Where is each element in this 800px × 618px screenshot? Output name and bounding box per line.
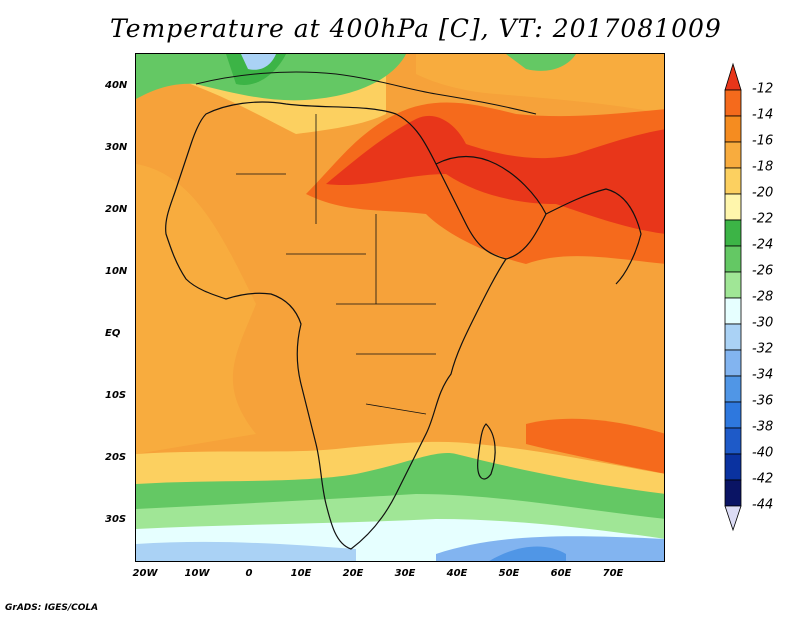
north-blue-patch (241, 54, 276, 70)
colorbar-label: -26 (752, 263, 774, 279)
lat-label-eq: EQ (105, 328, 121, 339)
lat-label-10s: 10S (105, 390, 127, 401)
lon-label-20e: 20E (342, 568, 364, 579)
lon-label-0: 0 (245, 568, 253, 579)
colorbar-label: -14 (752, 107, 774, 123)
colorbar-label: -22 (752, 211, 774, 227)
south-blue-west (136, 541, 356, 561)
colorbar-label: -34 (752, 367, 774, 383)
colorbar-swatch (724, 375, 742, 403)
lon-label-70e: 70E (602, 568, 624, 579)
colorbar-swatch (724, 323, 742, 351)
lat-label-40n: 40N (105, 80, 128, 91)
colorbar-swatch (724, 193, 742, 221)
india-coastline (545, 188, 642, 285)
colorbar-label: -36 (752, 393, 774, 409)
colorbar-swatch (724, 89, 742, 117)
arabia-coastline (435, 155, 547, 260)
footer-credit: GrADS: IGES/COLA (5, 603, 99, 613)
colorbar-label: -18 (752, 159, 774, 175)
lat-label-20s: 20S (105, 452, 127, 463)
map-title: Temperature at 400hPa [C], VT: 201708100… (110, 14, 722, 43)
southeast-warm (526, 418, 664, 474)
lat-label-30n: 30N (105, 142, 128, 153)
lon-label-20w: 20W (132, 568, 158, 579)
northeast-green (506, 54, 576, 71)
colorbar-top-arrow (724, 62, 742, 91)
colorbar-label: -42 (752, 471, 774, 487)
colorbar-label: -20 (752, 185, 774, 201)
colorbar-swatch (724, 219, 742, 247)
lat-label-20n: 20N (105, 204, 128, 215)
madagascar-coastline (477, 423, 496, 480)
lon-label-50e: 50E (498, 568, 520, 579)
africa-coastline (165, 101, 507, 550)
lon-label-10e: 10E (290, 568, 312, 579)
colorbar-swatch (724, 297, 742, 325)
temperature-map (135, 53, 665, 562)
colorbar-swatch (724, 115, 742, 143)
colorbar-label: -28 (752, 289, 774, 305)
colorbar-label: -16 (752, 133, 774, 149)
north-green-band (136, 54, 406, 101)
colorbar-label: -44 (752, 497, 774, 513)
colorbar-swatch (724, 453, 742, 481)
colorbar-swatch (724, 141, 742, 169)
colorbar-swatch (724, 427, 742, 455)
colorbar-swatch (724, 271, 742, 299)
atlantic-field (136, 164, 256, 454)
lon-label-30e: 30E (394, 568, 416, 579)
colorbar-label: -24 (752, 237, 774, 253)
northeast-strip (416, 54, 664, 114)
lat-label-30s: 30S (105, 514, 127, 525)
colorbar-label: -32 (752, 341, 774, 357)
mediterranean-coastline (195, 71, 537, 115)
colorbar-swatch (724, 349, 742, 377)
colorbar-swatch (724, 479, 742, 507)
colorbar-label: -12 (752, 81, 774, 97)
lon-label-60e: 60E (550, 568, 572, 579)
lat-label-10n: 10N (105, 266, 128, 277)
colorbar-label: -30 (752, 315, 774, 331)
colorbar-bottom-arrow (724, 505, 742, 532)
map-canvas (136, 54, 664, 561)
colorbar-swatch (724, 167, 742, 195)
colorbar (724, 62, 742, 532)
colorbar-label: -38 (752, 419, 774, 435)
middle-east-hot (326, 115, 664, 234)
lon-label-10w: 10W (184, 568, 210, 579)
colorbar-swatch (724, 401, 742, 429)
country-borders (236, 114, 436, 415)
colorbar-label: -40 (752, 445, 774, 461)
south-blue-core (489, 546, 566, 561)
lon-label-40e: 40E (446, 568, 468, 579)
colorbar-swatch (724, 245, 742, 273)
